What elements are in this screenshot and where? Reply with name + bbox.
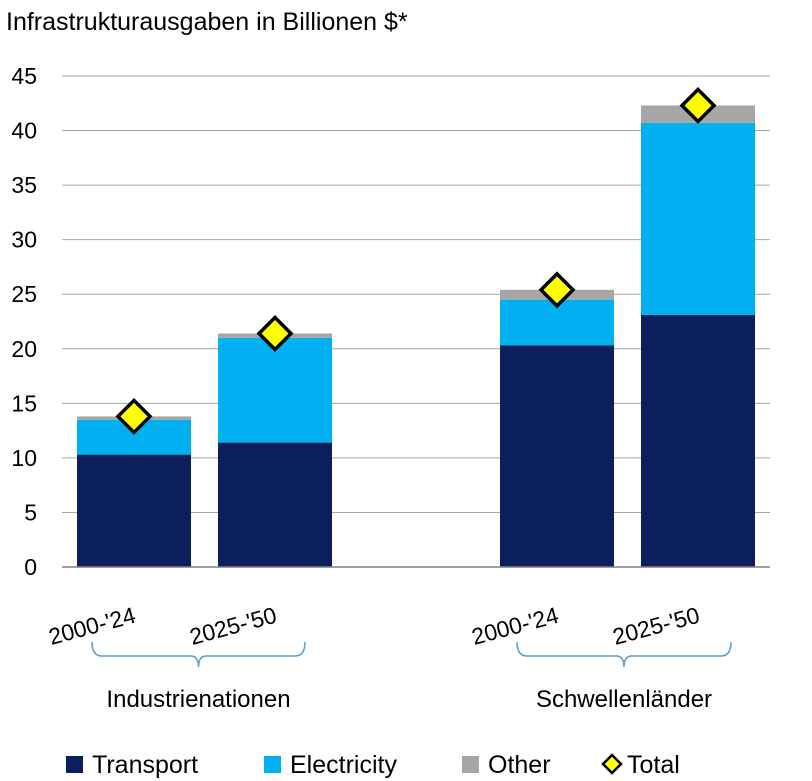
group-labels: Industrienationen Schwellenländer — [91, 641, 732, 713]
group-brace — [91, 641, 306, 668]
y-tick-label: 10 — [11, 445, 37, 471]
y-tick-label: 5 — [24, 499, 37, 525]
bar-transport-2 — [218, 442, 332, 567]
y-tick-label: 30 — [11, 227, 37, 253]
legend: Transport Electricity Other Total — [66, 751, 680, 779]
y-tick-label: 20 — [11, 336, 37, 362]
group-brace — [516, 641, 732, 668]
total-marker-1 — [115, 397, 153, 435]
group-label: Industrienationen — [106, 686, 290, 713]
y-axis-ticks: 0 5 10 15 20 25 30 35 40 45 — [11, 63, 37, 580]
bar-electricity-4 — [641, 122, 755, 315]
total-marker-3 — [538, 271, 576, 309]
legend-label: Electricity — [290, 751, 397, 779]
total-markers — [115, 86, 717, 435]
legend-label: Transport — [92, 751, 198, 779]
y-tick-label: 0 — [24, 554, 37, 580]
x-axis-ticks: 2000-'24 2025-'50 2000-'24 2025-'50 — [46, 602, 703, 650]
bar-transport-1 — [77, 454, 191, 567]
legend-swatch-transport — [66, 756, 83, 773]
total-marker-2 — [256, 315, 294, 352]
x-tick-label: 2025-'50 — [187, 602, 280, 650]
legend-label: Other — [488, 751, 551, 779]
y-tick-label: 35 — [11, 172, 37, 198]
y-tick-label: 15 — [11, 390, 37, 416]
y-tick-label: 25 — [11, 281, 37, 307]
total-marker-4 — [679, 86, 717, 124]
x-tick-label: 2000-'24 — [469, 602, 562, 650]
bars — [77, 105, 755, 567]
legend-swatch-total — [601, 753, 623, 775]
chart-title: Infrastrukturausgaben in Billionen $* — [6, 8, 408, 36]
legend-swatch-other — [462, 756, 479, 773]
legend-swatch-electricity — [264, 756, 281, 773]
bar-transport-3 — [500, 345, 614, 567]
y-tick-label: 40 — [11, 118, 37, 144]
bar-transport-4 — [641, 314, 755, 567]
group-label: Schwellenländer — [536, 686, 712, 713]
bar-electricity-2 — [218, 337, 332, 443]
y-tick-label: 45 — [11, 63, 37, 89]
legend-label: Total — [627, 751, 680, 779]
x-tick-label: 2025-'50 — [610, 602, 703, 650]
